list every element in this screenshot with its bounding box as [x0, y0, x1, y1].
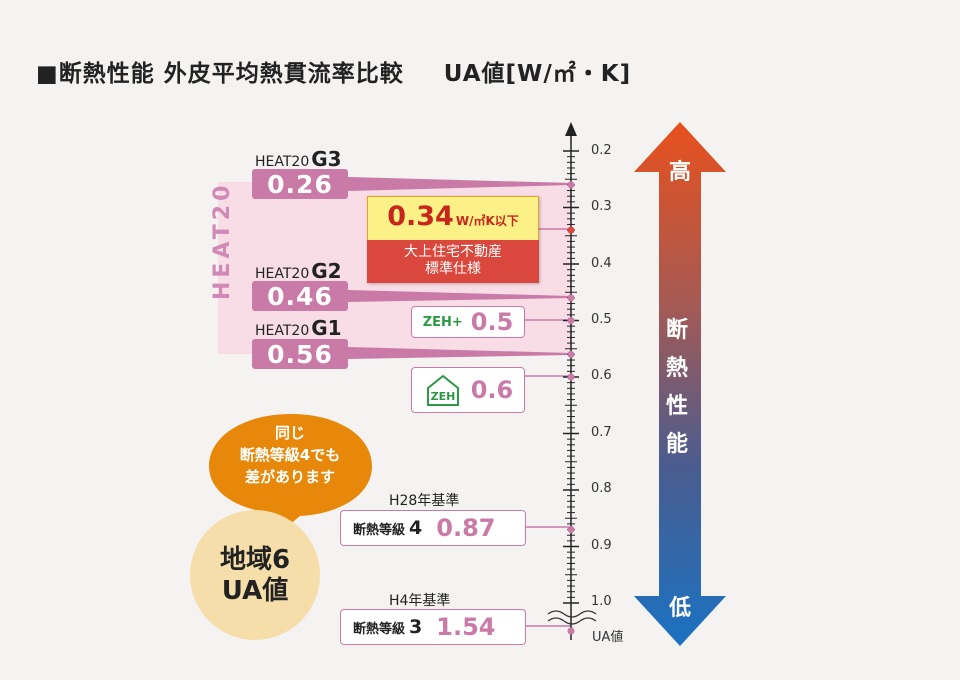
tick-label: 0.9 — [591, 538, 612, 553]
tick-label: 0.6 — [591, 368, 612, 383]
bubble-text: 同じ 断熱等級4でも 差があります — [209, 422, 371, 488]
arrow-middle-char: 断熱性能 — [647, 312, 707, 464]
zeh-plus-box: ZEH+ 0.5 — [411, 306, 525, 338]
standard-value: 0.34 — [387, 201, 454, 232]
g1-value: 0.56 — [252, 339, 348, 369]
axis-ticks — [563, 150, 579, 604]
value-dots — [567, 181, 575, 635]
performance-arrow — [634, 122, 726, 646]
region-line2: UA値 — [221, 576, 289, 606]
tick-label: 0.7 — [591, 425, 612, 440]
bubble-line: 同じ — [274, 424, 305, 442]
title-unit: UA値[W/㎡・K] — [443, 61, 632, 87]
zeh-house-icon: ZEH — [426, 374, 459, 406]
page-title: ■断熱性能 外皮平均熱貫流率比較 UA値[W/㎡・K] — [36, 54, 631, 88]
leader-g1 — [348, 347, 571, 359]
tick-label: 0.8 — [591, 481, 612, 496]
axis-break-upper — [547, 610, 597, 618]
g3-dot — [567, 181, 575, 189]
standard-line2: 標準仕様 — [425, 261, 481, 277]
heat20-band-label: HEAT20 — [210, 181, 235, 300]
h4-dot — [567, 627, 575, 635]
region-line1: 地域6 — [219, 545, 291, 575]
arrow-bottom-label: 低 — [668, 596, 691, 621]
zeh-dot — [567, 373, 575, 381]
tick-label: 0.2 — [591, 143, 612, 158]
g3-value: 0.26 — [252, 169, 348, 199]
h4-head: H4年基準 — [389, 593, 451, 609]
arrow-top-label: 高 — [668, 160, 691, 185]
h28-box: 断熱等級 4 0.87 — [340, 510, 526, 546]
arrow-middle-char: 断 — [665, 318, 688, 343]
zeh-plus-label: ZEH+ — [422, 314, 463, 330]
arrow-middle-char: 性 — [665, 394, 688, 419]
g2-dot — [567, 294, 575, 302]
g3-name: G3 — [311, 147, 342, 171]
g2-prefix: HEAT20 — [255, 266, 310, 282]
region-circle — [190, 510, 320, 640]
g1-head: HEAT20 G1 — [255, 316, 342, 340]
bubble-line: 差があります — [244, 468, 335, 486]
zeh-box: ZEH 0.6 — [411, 367, 525, 413]
h28-grade: 4 — [409, 517, 423, 539]
g2-value: 0.46 — [252, 281, 348, 311]
axis-name: UA値 — [592, 630, 624, 645]
tick-label: 0.4 — [591, 256, 612, 271]
title-main: ■断熱性能 外皮平均熱貫流率比較 — [36, 61, 404, 87]
leader-g2 — [348, 290, 571, 302]
standard-line1: 大上住宅不動産 — [404, 244, 502, 260]
zeh-logo-text: ZEH — [430, 390, 455, 403]
standard-value-row: 0.34 W/㎡K以下 — [367, 196, 539, 240]
h28-dot — [567, 526, 575, 534]
h4-value: 1.54 — [436, 613, 496, 641]
g3-prefix: HEAT20 — [255, 154, 310, 170]
zeh-plus-dot — [567, 317, 575, 324]
region-text: 地域6 UA値 — [190, 545, 320, 607]
arrow-middle-char: 熱 — [665, 356, 688, 381]
speech-bubble — [209, 414, 372, 546]
standard-label: 大上住宅不動産 標準仕様 — [367, 240, 539, 283]
h28-label: 断熱等級 — [353, 522, 406, 538]
zeh-plus-value: 0.5 — [470, 308, 514, 336]
tick-label: 0.3 — [591, 199, 612, 214]
h28-head: H28年基準 — [389, 493, 460, 509]
g1-dot — [567, 350, 575, 358]
standard-dot — [567, 226, 575, 234]
leader-g3 — [348, 177, 571, 191]
h4-box: 断熱等級 3 1.54 — [340, 609, 526, 645]
tick-label: 0.5 — [591, 312, 612, 327]
h28-value: 0.87 — [436, 514, 496, 542]
bubble-line: 断熱等級4でも — [239, 446, 341, 464]
axis-break-lower — [547, 617, 597, 625]
g2-name: G2 — [311, 259, 342, 283]
arrow-middle-char: 能 — [665, 432, 688, 457]
arrow-middle-label: 断熱性能 — [647, 312, 707, 464]
tick-label: 1.0 — [591, 594, 612, 609]
g3-head: HEAT20 G3 — [255, 147, 342, 171]
g1-prefix: HEAT20 — [255, 323, 310, 339]
axis-arrowhead — [565, 122, 577, 136]
standard-unit: W/㎡K以下 — [455, 214, 519, 228]
g2-head: HEAT20 G2 — [255, 259, 342, 283]
zeh-value: 0.6 — [470, 376, 514, 404]
standard-spec-box: 0.34 W/㎡K以下 大上住宅不動産 標準仕様 — [367, 196, 539, 283]
h4-grade: 3 — [409, 616, 423, 638]
g1-name: G1 — [311, 316, 342, 340]
h4-label: 断熱等級 — [353, 621, 406, 637]
